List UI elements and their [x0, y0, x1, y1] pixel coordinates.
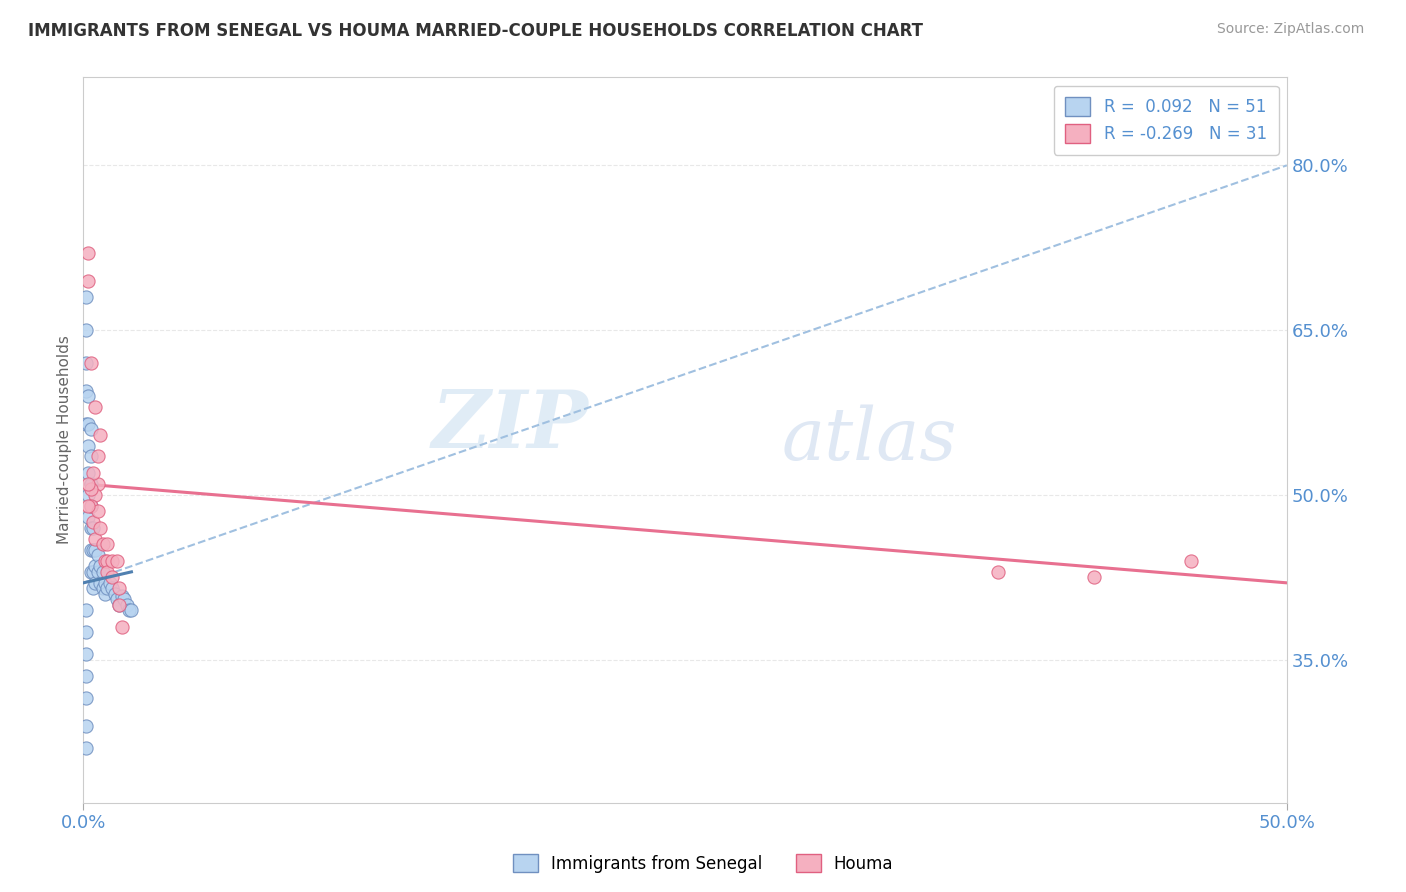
- Point: [84, 559, 107, 574]
- Point: [987, 565, 1010, 579]
- Point: [87, 504, 110, 518]
- Legend: R =  0.092   N = 51, R = -0.269   N = 31: R = 0.092 N = 51, R = -0.269 N = 31: [1053, 86, 1278, 155]
- Point: [101, 582, 124, 596]
- Point: [120, 603, 142, 617]
- Point: [84, 400, 107, 414]
- Point: [75, 691, 97, 706]
- Point: [79, 499, 101, 513]
- Point: [1083, 570, 1105, 584]
- Point: [79, 521, 101, 535]
- Point: [84, 542, 107, 557]
- Point: [75, 417, 97, 431]
- Point: [96, 537, 118, 551]
- Point: [77, 477, 100, 491]
- Point: [84, 575, 107, 590]
- Point: [77, 246, 100, 260]
- Point: [87, 450, 110, 464]
- Point: [94, 554, 117, 568]
- Point: [111, 589, 134, 603]
- Point: [84, 488, 107, 502]
- Legend: Immigrants from Senegal, Houma: Immigrants from Senegal, Houma: [506, 847, 900, 880]
- Text: atlas: atlas: [782, 405, 957, 475]
- Point: [77, 274, 100, 288]
- Point: [82, 582, 104, 596]
- Point: [79, 483, 101, 497]
- Point: [87, 565, 110, 579]
- Point: [75, 719, 97, 733]
- Point: [75, 356, 97, 370]
- Point: [77, 510, 100, 524]
- Point: [82, 466, 104, 480]
- Point: [94, 575, 117, 590]
- Point: [94, 587, 117, 601]
- Point: [105, 592, 128, 607]
- Point: [89, 575, 111, 590]
- Point: [1180, 554, 1202, 568]
- Point: [105, 554, 128, 568]
- Point: [118, 603, 141, 617]
- Text: ZIP: ZIP: [432, 387, 589, 464]
- Point: [108, 598, 131, 612]
- Point: [79, 477, 101, 491]
- Point: [75, 323, 97, 337]
- Text: IMMIGRANTS FROM SENEGAL VS HOUMA MARRIED-COUPLE HOUSEHOLDS CORRELATION CHART: IMMIGRANTS FROM SENEGAL VS HOUMA MARRIED…: [28, 22, 924, 40]
- Point: [75, 625, 97, 640]
- Point: [89, 521, 111, 535]
- Point: [77, 438, 100, 452]
- Point: [79, 356, 101, 370]
- Point: [75, 384, 97, 398]
- Point: [77, 466, 100, 480]
- Point: [108, 598, 131, 612]
- Point: [82, 516, 104, 530]
- Point: [112, 592, 135, 607]
- Point: [111, 620, 134, 634]
- Point: [96, 554, 118, 568]
- Point: [77, 389, 100, 403]
- Text: Source: ZipAtlas.com: Source: ZipAtlas.com: [1216, 22, 1364, 37]
- Point: [91, 565, 114, 579]
- Point: [79, 450, 101, 464]
- Point: [96, 582, 118, 596]
- Point: [79, 565, 101, 579]
- Point: [75, 740, 97, 755]
- Point: [75, 647, 97, 661]
- Point: [89, 427, 111, 442]
- Point: [101, 570, 124, 584]
- Y-axis label: Married-couple Households: Married-couple Households: [58, 335, 72, 544]
- Point: [115, 598, 138, 612]
- Point: [98, 575, 121, 590]
- Point: [75, 603, 97, 617]
- Point: [75, 290, 97, 304]
- Point: [79, 499, 101, 513]
- Point: [91, 537, 114, 551]
- Point: [82, 565, 104, 579]
- Point: [108, 582, 131, 596]
- Point: [91, 582, 114, 596]
- Point: [79, 542, 101, 557]
- Point: [77, 417, 100, 431]
- Point: [96, 565, 118, 579]
- Point: [77, 499, 100, 513]
- Point: [84, 532, 107, 546]
- Point: [87, 549, 110, 563]
- Point: [82, 542, 104, 557]
- Point: [79, 422, 101, 436]
- Point: [77, 488, 100, 502]
- Point: [82, 521, 104, 535]
- Point: [103, 587, 125, 601]
- Point: [75, 669, 97, 683]
- Point: [87, 477, 110, 491]
- Point: [89, 559, 111, 574]
- Point: [101, 554, 124, 568]
